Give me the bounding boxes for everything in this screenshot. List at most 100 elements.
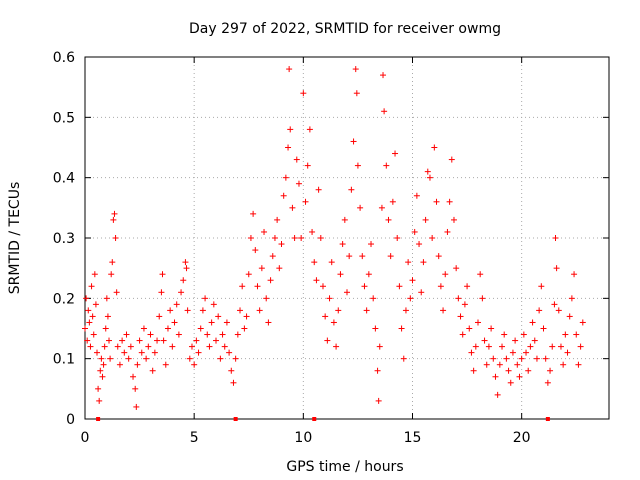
data-point: [346, 253, 353, 260]
data-point: [411, 228, 418, 235]
data-point: [208, 319, 215, 326]
data-point: [426, 174, 433, 181]
data-point: [468, 349, 475, 356]
data-point: [101, 343, 108, 350]
data-point: [579, 319, 586, 326]
data-point: [387, 253, 394, 260]
data-point: [466, 325, 473, 332]
data-point: [247, 235, 254, 241]
x-tick-label: 0: [81, 430, 90, 446]
data-point: [518, 355, 525, 362]
data-point: [140, 325, 147, 332]
data-point: [234, 331, 241, 338]
data-point: [407, 295, 414, 302]
data-point: [98, 355, 105, 362]
data-point: [357, 204, 364, 211]
data-point: [542, 355, 549, 362]
data-point: [326, 295, 333, 302]
y-tick-label: 0.2: [53, 291, 75, 307]
data-point: [204, 331, 211, 338]
data-point: [197, 325, 204, 332]
data-point: [132, 385, 139, 392]
data-point: [488, 325, 495, 332]
data-point: [295, 180, 302, 187]
data-point: [557, 343, 564, 350]
data-point: [173, 301, 180, 308]
data-point: [520, 331, 527, 338]
data-point: [106, 337, 113, 344]
data-point: [104, 313, 111, 320]
data-point: [116, 361, 123, 368]
data-point: [440, 307, 447, 314]
data-point: [86, 319, 93, 326]
data-point: [97, 367, 104, 374]
data-point: [319, 283, 326, 290]
data-point: [237, 307, 244, 314]
data-point: [193, 337, 200, 344]
data-point: [138, 349, 145, 356]
data-point: [158, 289, 165, 296]
gap-marker: [545, 417, 550, 421]
data-point: [435, 253, 442, 260]
data-point: [485, 343, 492, 350]
data-point: [368, 241, 375, 248]
data-point: [99, 373, 106, 380]
data-point: [472, 343, 479, 350]
data-point: [123, 331, 130, 338]
data-point: [499, 343, 506, 350]
data-point: [130, 373, 137, 380]
data-point: [276, 265, 283, 272]
data-point: [523, 349, 530, 356]
data-point: [330, 319, 337, 326]
x-axis-label: GPS time / hours: [286, 459, 403, 475]
data-point: [103, 295, 110, 302]
data-point: [289, 204, 296, 211]
data-point: [145, 343, 152, 350]
data-point: [110, 216, 117, 223]
data-point: [405, 259, 412, 266]
data-point: [188, 343, 195, 350]
data-point: [344, 289, 350, 296]
data-point: [385, 216, 392, 223]
x-tick-label: 15: [404, 430, 422, 446]
data-point: [353, 90, 360, 97]
data-point: [221, 343, 228, 350]
data-point: [424, 168, 431, 175]
data-point: [450, 216, 457, 223]
data-point: [396, 283, 403, 290]
data-point: [309, 228, 316, 235]
y-tick-label: 0.5: [53, 110, 75, 126]
data-point: [113, 289, 120, 296]
gap-marker: [233, 417, 238, 421]
data-point: [265, 319, 272, 326]
data-point: [184, 307, 191, 314]
data-point: [143, 355, 150, 362]
data-point: [84, 337, 91, 344]
data-point: [119, 337, 126, 344]
data-point: [311, 259, 318, 266]
data-point: [109, 259, 116, 266]
data-point: [328, 259, 335, 266]
data-point: [547, 367, 554, 374]
data-point: [271, 235, 278, 241]
x-tick-label: 5: [190, 430, 199, 446]
data-point: [85, 307, 92, 314]
data-point: [121, 349, 128, 356]
data-point: [494, 391, 501, 398]
data-point: [573, 331, 580, 338]
data-point: [313, 277, 320, 284]
data-point: [241, 325, 248, 332]
data-point: [378, 204, 385, 211]
data-point: [375, 397, 382, 404]
data-point: [112, 235, 119, 241]
data-point: [219, 331, 226, 338]
data-point: [560, 361, 567, 368]
data-point: [217, 355, 224, 362]
data-point: [88, 283, 95, 290]
data-point: [167, 307, 174, 314]
data-point: [380, 72, 387, 79]
data-point: [339, 241, 346, 248]
data-point: [446, 198, 453, 205]
data-point: [159, 271, 166, 278]
data-point: [125, 355, 132, 362]
